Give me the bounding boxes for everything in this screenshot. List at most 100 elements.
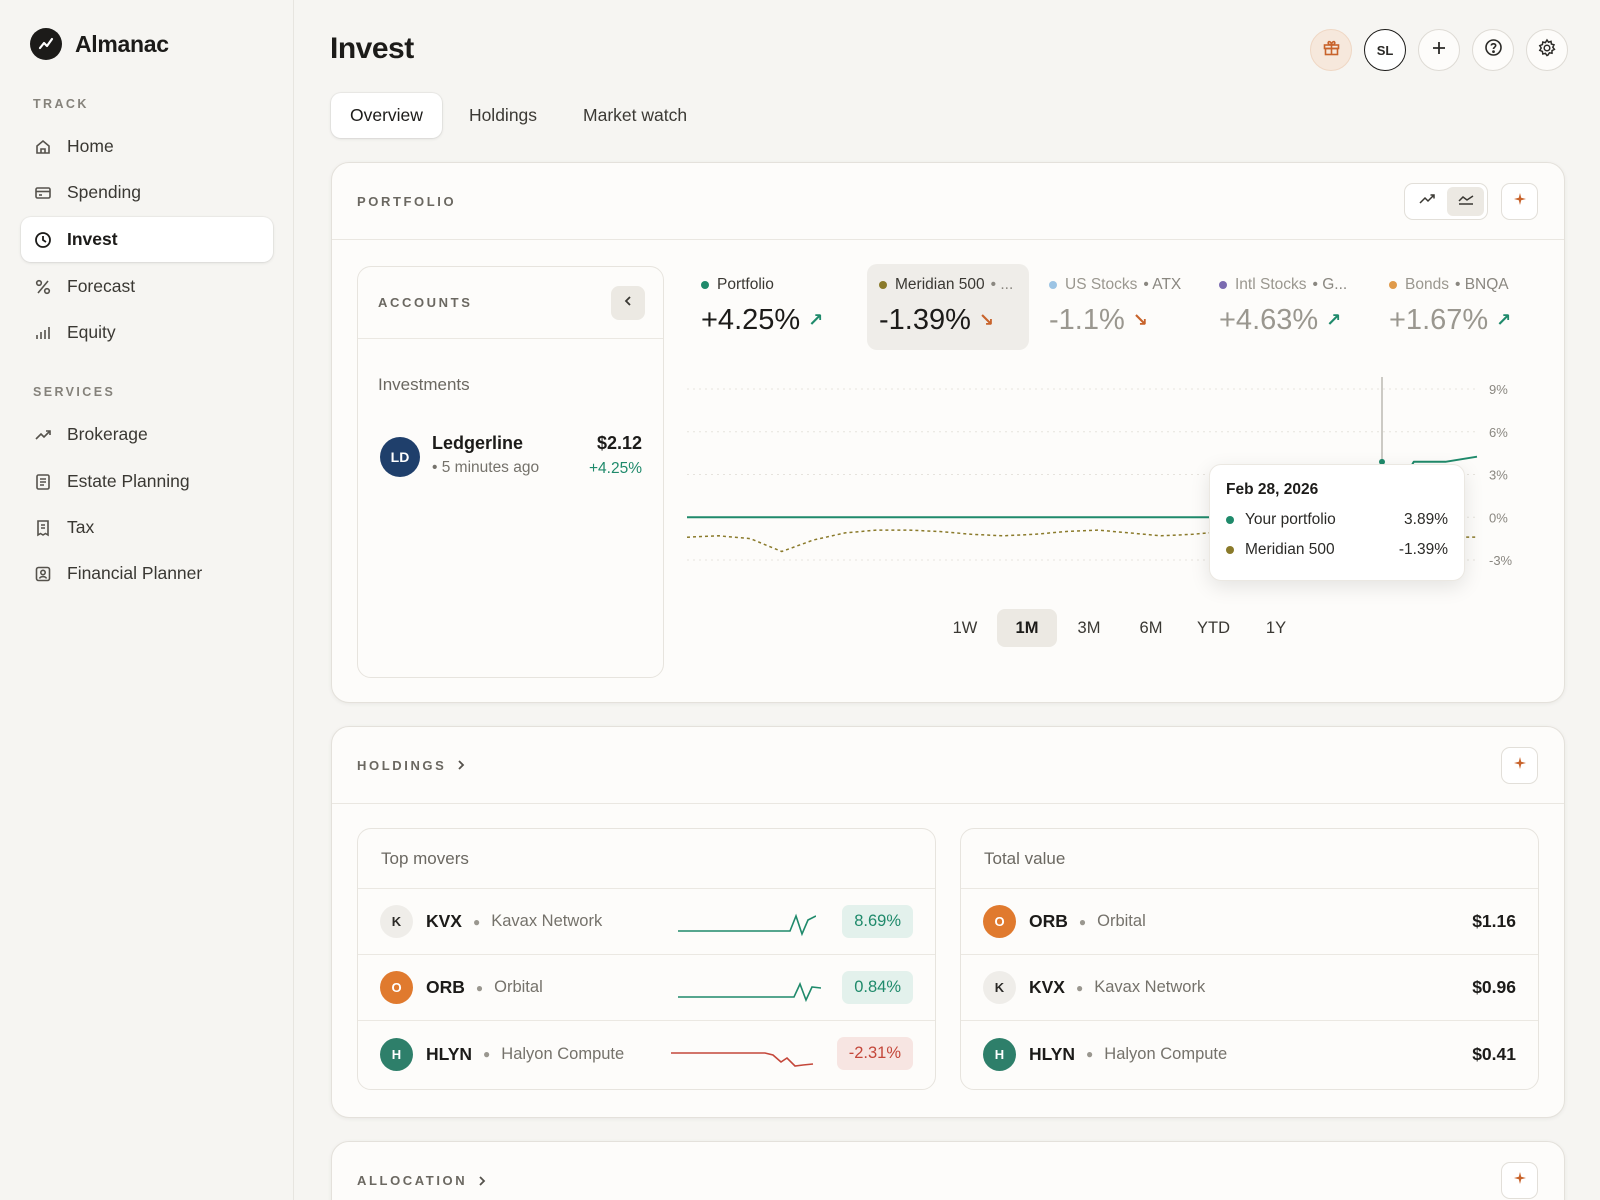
help-icon	[1484, 38, 1503, 62]
series-value-text: -1.1%	[1049, 304, 1125, 336]
y-tick-label: 6%	[1489, 425, 1508, 440]
tab-overview[interactable]: Overview	[331, 93, 442, 138]
sidebar-item-forecast[interactable]: Forecast	[21, 264, 273, 309]
y-tick-label: 9%	[1489, 382, 1508, 397]
gift-icon	[1322, 38, 1341, 62]
chevron-right-icon	[458, 760, 465, 770]
allocation-link[interactable]: ALLOCATION	[357, 1173, 487, 1188]
range-3m[interactable]: 3M	[1077, 618, 1101, 637]
series-ticker-text: ...	[1000, 276, 1014, 293]
series-intl-stocks[interactable]: Intl Stocks • G... +4.63% ↗	[1207, 264, 1367, 350]
collapse-accounts-button[interactable]	[611, 286, 645, 320]
sidebar-item-label: Equity	[67, 322, 116, 342]
add-button[interactable]	[1418, 29, 1460, 71]
legend-dot	[879, 281, 887, 289]
ai-insights-button[interactable]	[1501, 183, 1538, 220]
sidebar-item-spending[interactable]: Spending	[21, 170, 273, 215]
area-chart-icon	[1457, 192, 1475, 211]
hover-point	[1379, 458, 1385, 465]
arrow-up-right-icon: ↗	[808, 310, 824, 330]
series-value-text: +1.67%	[1389, 304, 1489, 336]
range-1m[interactable]: 1M	[997, 609, 1057, 647]
series-label: Intl Stocks	[1235, 276, 1307, 293]
tooltip-label: Meridian 500	[1245, 541, 1335, 558]
arrow-up-right-icon: ↗	[1326, 310, 1342, 330]
series-us-stocks[interactable]: US Stocks • ATX -1.1% ↘	[1037, 264, 1197, 350]
table-row[interactable]: O ORB ● Orbital 0.84%	[358, 955, 935, 1021]
account-row[interactable]: LD Ledgerline • 5 minutes ago $2.12 +4.2…	[380, 433, 642, 485]
gift-button[interactable]	[1310, 29, 1352, 71]
table-row[interactable]: O ORB ● Orbital $1.16	[961, 889, 1538, 955]
account-change: +4.25%	[588, 460, 642, 477]
range-ytd[interactable]: YTD	[1197, 618, 1230, 637]
company-name: Orbital	[494, 978, 543, 996]
series-value-text: -1.39%	[879, 304, 971, 336]
allocation-label: ALLOCATION	[357, 1173, 468, 1188]
ticker-avatar: K	[983, 971, 1016, 1004]
series-portfolio[interactable]: Portfolio +4.25% ↗	[689, 264, 847, 350]
range-1y[interactable]: 1Y	[1265, 618, 1287, 637]
series-label: Bonds	[1405, 276, 1449, 293]
series-meridian-500[interactable]: Meridian 500 • ... -1.39% ↘	[867, 264, 1029, 350]
arrow-down-right-icon: ↘	[1132, 310, 1148, 330]
sidebar-item-brokerage[interactable]: Brokerage	[21, 412, 273, 457]
series-ticker: • ATX	[1143, 276, 1182, 293]
series-name: US Stocks • ATX	[1049, 276, 1185, 294]
separator-dot: ●	[1086, 1047, 1094, 1061]
ai-insights-button[interactable]	[1501, 747, 1538, 784]
table-row[interactable]: H HLYN ● Halyon Compute $0.41	[961, 1021, 1538, 1087]
tab-holdings[interactable]: Holdings	[468, 105, 538, 125]
accounts-subtitle: Investments	[378, 375, 470, 394]
account-avatar: LD	[380, 437, 420, 477]
gear-icon	[1537, 38, 1557, 63]
table-row[interactable]: H HLYN ● Halyon Compute -2.31%	[358, 1021, 935, 1087]
settings-button[interactable]	[1526, 29, 1568, 71]
sidebar-item-financial-planner[interactable]: Financial Planner	[21, 551, 273, 596]
sidebar-item-home[interactable]: Home	[21, 124, 273, 169]
range-6m[interactable]: 6M	[1139, 618, 1163, 637]
ai-insights-button[interactable]	[1501, 1162, 1538, 1199]
tooltip-row: Your portfolio 3.89%	[1226, 511, 1448, 529]
allocation-card-header: ALLOCATION	[332, 1142, 1564, 1200]
user-avatar[interactable]: SL	[1364, 29, 1406, 71]
sidebar-item-tax[interactable]: Tax	[21, 505, 273, 550]
chart-tooltip: Feb 28, 2026 Your portfolio 3.89% Meridia…	[1209, 464, 1465, 581]
sidebar-item-label: Financial Planner	[67, 563, 203, 583]
change-badge: -2.31%	[836, 1037, 913, 1070]
help-button[interactable]	[1472, 29, 1514, 71]
sidebar: Almanac TRACK Home Spending Invest Forec…	[0, 0, 294, 1200]
holdings-card-header: HOLDINGS	[332, 727, 1564, 804]
sparkle-icon	[1512, 191, 1528, 212]
arrow-up-right-icon: ↗	[1496, 310, 1512, 330]
holdings-link[interactable]: HOLDINGS	[357, 758, 466, 773]
range-1w[interactable]: 1W	[952, 618, 978, 637]
tooltip-value: -1.39%	[1398, 541, 1448, 558]
ticker-symbol: HLYN	[1029, 1043, 1076, 1064]
tab-bar: Overview Holdings Market watch	[331, 93, 706, 138]
tab-market-watch[interactable]: Market watch	[583, 105, 688, 125]
table-row[interactable]: K KVX ● Kavax Network $0.96	[961, 955, 1538, 1021]
series-name: Portfolio	[701, 276, 835, 294]
line-chart-button[interactable]	[1408, 187, 1445, 216]
ticker-avatar: H	[983, 1037, 1016, 1071]
series-bonds[interactable]: Bonds • BNQA +1.67% ↗	[1377, 264, 1537, 350]
percent-icon	[34, 278, 52, 296]
top-movers-panel: Top movers K KVX ● Kavax Network 8.69% O O…	[357, 828, 936, 1090]
sidebar-item-estate-planning[interactable]: Estate Planning	[21, 459, 273, 504]
sidebar-item-invest[interactable]: Invest	[21, 217, 273, 262]
document-icon	[34, 473, 52, 491]
sidebar-item-label: Invest	[67, 229, 118, 249]
ticker-avatar: O	[983, 905, 1016, 938]
account-value: $2.12	[596, 433, 642, 453]
brand[interactable]: Almanac	[30, 28, 169, 60]
total-value-title: Total value	[961, 829, 1538, 889]
sparkline	[678, 981, 821, 1003]
table-row[interactable]: K KVX ● Kavax Network 8.69%	[358, 889, 935, 955]
holdings-label: HOLDINGS	[357, 757, 447, 773]
sidebar-item-equity[interactable]: Equity	[21, 310, 273, 355]
y-tick-label: 0%	[1489, 510, 1508, 525]
series-value: +1.67% ↗	[1389, 304, 1525, 337]
area-chart-button[interactable]	[1447, 187, 1484, 216]
company-name: Orbital	[1097, 912, 1146, 930]
time-range-selector: 1W 1M 3M 6M YTD 1Y	[935, 609, 1306, 647]
